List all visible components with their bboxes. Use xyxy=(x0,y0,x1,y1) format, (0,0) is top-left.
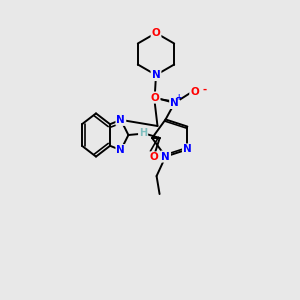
Text: N: N xyxy=(116,115,125,125)
Text: -: - xyxy=(202,85,207,94)
Text: N: N xyxy=(170,98,179,108)
Text: H: H xyxy=(139,128,147,138)
Text: O: O xyxy=(151,93,159,103)
Text: N: N xyxy=(116,145,125,155)
Text: N: N xyxy=(183,145,192,154)
Text: O: O xyxy=(149,152,158,162)
Text: N: N xyxy=(161,152,170,161)
Text: +: + xyxy=(175,93,181,102)
Text: N: N xyxy=(152,70,160,80)
Text: O: O xyxy=(190,87,199,97)
Text: O: O xyxy=(152,28,160,38)
